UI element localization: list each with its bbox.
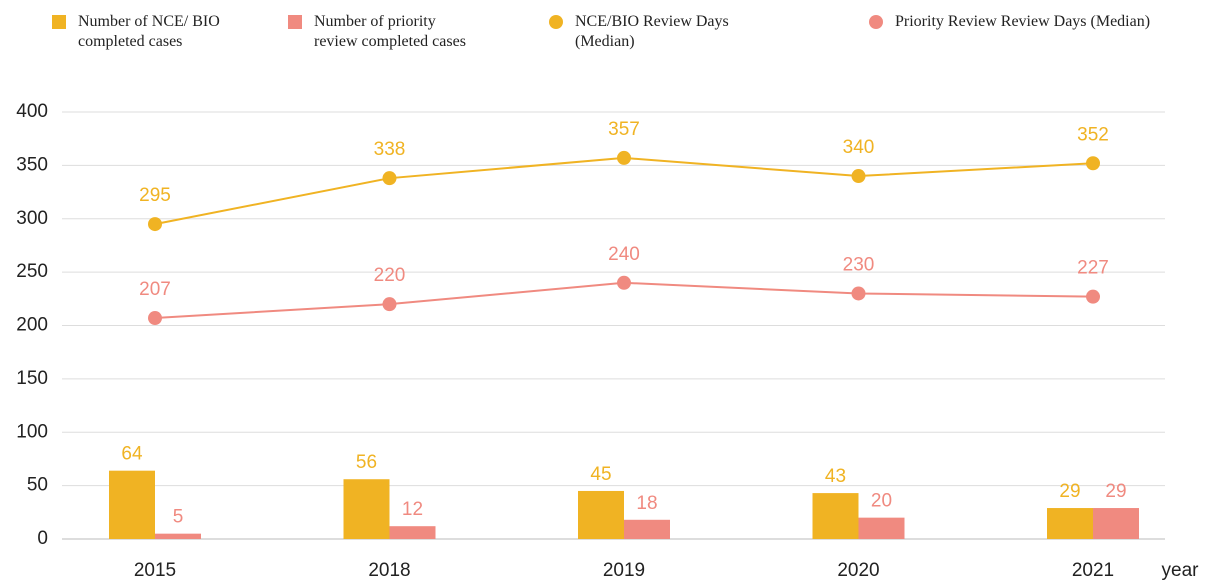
point (617, 150, 631, 165)
point (617, 275, 631, 290)
bar (389, 526, 436, 539)
point (382, 171, 397, 186)
bar (109, 470, 155, 539)
y-tick-label: 400 (16, 101, 48, 122)
point (1086, 289, 1100, 304)
data-label: 240 (608, 244, 640, 265)
data-label: 5 (173, 507, 184, 528)
legend-item: Number of NCE/ BIO completed cases (52, 12, 222, 52)
point (1086, 156, 1100, 171)
bar (578, 490, 624, 539)
y-tick-label: 100 (16, 421, 48, 442)
y-tick-label: 300 (16, 208, 48, 229)
legend-label: Number of priority review completed case… (314, 13, 466, 50)
point (148, 311, 162, 326)
data-label: 43 (825, 466, 846, 487)
data-label: 12 (402, 499, 423, 520)
point (148, 217, 162, 232)
data-label: 20 (871, 491, 892, 512)
bar (343, 479, 390, 539)
y-tick-label: 0 (37, 528, 48, 549)
data-label: 220 (374, 265, 406, 286)
bar (1093, 508, 1139, 539)
y-tick-label: 350 (16, 154, 48, 175)
data-label: 45 (590, 464, 611, 485)
x-tick-label: 2015 (134, 560, 176, 581)
legend-label: NCE/BIO Review Days (Median) (575, 13, 729, 50)
data-label: 29 (1105, 481, 1126, 502)
point (851, 169, 866, 184)
data-label: 18 (636, 493, 657, 514)
y-tick-label: 50 (27, 475, 48, 496)
bar (1047, 508, 1093, 539)
legend-swatch (288, 15, 302, 29)
legend-item: NCE/BIO Review Days (Median) (549, 12, 769, 52)
y-tick-label: 150 (16, 368, 48, 389)
legend-swatch (549, 15, 563, 29)
point (382, 297, 397, 312)
data-label: 64 (121, 444, 143, 465)
y-tick-label: 200 (16, 315, 48, 336)
legend-item: Priority Review Review Days (Median) (869, 12, 1159, 32)
x-tick-label: 2018 (368, 560, 410, 581)
x-axis-label: year (1162, 560, 1200, 581)
x-tick-label: 2020 (837, 560, 879, 581)
data-label: 230 (843, 254, 875, 275)
data-label: 295 (139, 185, 171, 206)
bar (858, 517, 905, 539)
legend-swatch (52, 15, 66, 29)
data-label: 357 (608, 119, 640, 140)
legend-label: Priority Review Review Days (Median) (895, 13, 1151, 30)
point (851, 286, 866, 301)
data-label: 56 (356, 452, 377, 473)
data-label: 338 (374, 139, 406, 160)
data-label: 352 (1077, 124, 1109, 145)
legend-item: Number of priority review completed case… (288, 12, 478, 52)
data-label: 340 (843, 137, 875, 158)
bar (812, 493, 859, 539)
legend-label: Number of NCE/ BIO completed cases (78, 13, 220, 50)
bar (155, 533, 201, 539)
data-label: 207 (139, 279, 171, 300)
data-label: 227 (1077, 258, 1109, 279)
legend-swatch (869, 15, 883, 29)
x-tick-label: 2021 (1072, 560, 1114, 581)
line (154, 156, 1094, 226)
y-tick-label: 250 (16, 261, 48, 282)
data-label: 29 (1059, 481, 1080, 502)
bar (624, 519, 670, 539)
x-tick-label: 2019 (603, 560, 645, 581)
